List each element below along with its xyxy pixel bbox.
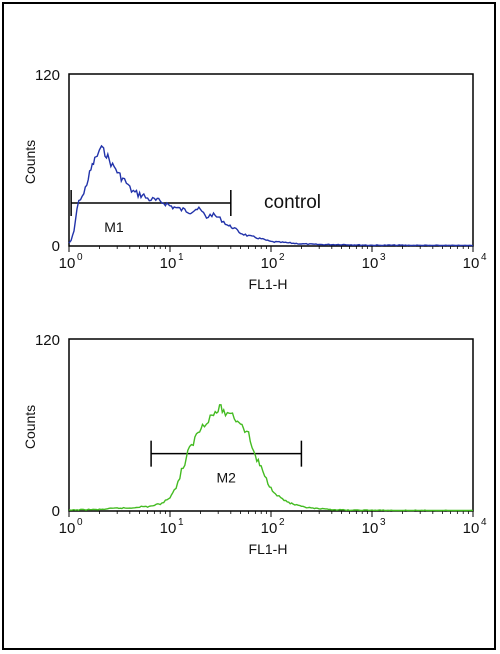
x-tick-label: 10: [261, 520, 278, 537]
histogram-panel-sample: 120 0 Counts FL1-H 10 0 10 1 10 2 10 3 10 4 M2: [22, 332, 487, 557]
y-axis-label: Counts: [22, 140, 38, 184]
x-tick-exponent: 0: [77, 252, 83, 263]
x-axis-label: FL1-H: [249, 276, 288, 292]
y-tick-label-max: 120: [35, 332, 60, 349]
x-tick-label: 10: [59, 255, 76, 272]
x-tick-label: 10: [160, 520, 177, 537]
y-axis-label: Counts: [22, 405, 38, 449]
histogram-line-control: [68, 144, 474, 247]
y-tick-label-min: 0: [52, 503, 60, 520]
gate-label: M1: [104, 219, 124, 235]
histogram-line-sample: [68, 404, 474, 512]
x-tick-exponent: 4: [481, 252, 487, 263]
x-tick-label: 10: [160, 255, 177, 272]
x-tick-label: 10: [362, 520, 379, 537]
y-tick-label-min: 0: [52, 238, 60, 255]
x-tick-exponent: 3: [380, 252, 386, 263]
histogram-panel-control: 120 0 Counts FL1-H control 10 0 10 1 10 2 10 3 1…: [22, 67, 487, 292]
x-tick-label: 10: [463, 255, 480, 272]
gate-label: M2: [217, 470, 237, 486]
plot-area-border: [68, 73, 474, 247]
x-tick-label: 10: [463, 520, 480, 537]
x-tick-exponent: 1: [178, 252, 184, 263]
x-tick-exponent: 4: [481, 517, 487, 528]
x-tick-exponent: 2: [279, 517, 285, 528]
y-tick-label-max: 120: [35, 67, 60, 84]
x-tick-exponent: 3: [380, 517, 386, 528]
x-axis-label: FL1-H: [249, 541, 288, 557]
control-annotation: control: [264, 192, 321, 213]
x-tick-label: 10: [59, 520, 76, 537]
x-tick-exponent: 2: [279, 252, 285, 263]
figure-frame: [2, 2, 496, 650]
x-tick-label: 10: [362, 255, 379, 272]
x-tick-exponent: 1: [178, 517, 184, 528]
x-tick-label: 10: [261, 255, 278, 272]
x-tick-exponent: 0: [77, 517, 83, 528]
plot-area-border: [68, 338, 474, 512]
